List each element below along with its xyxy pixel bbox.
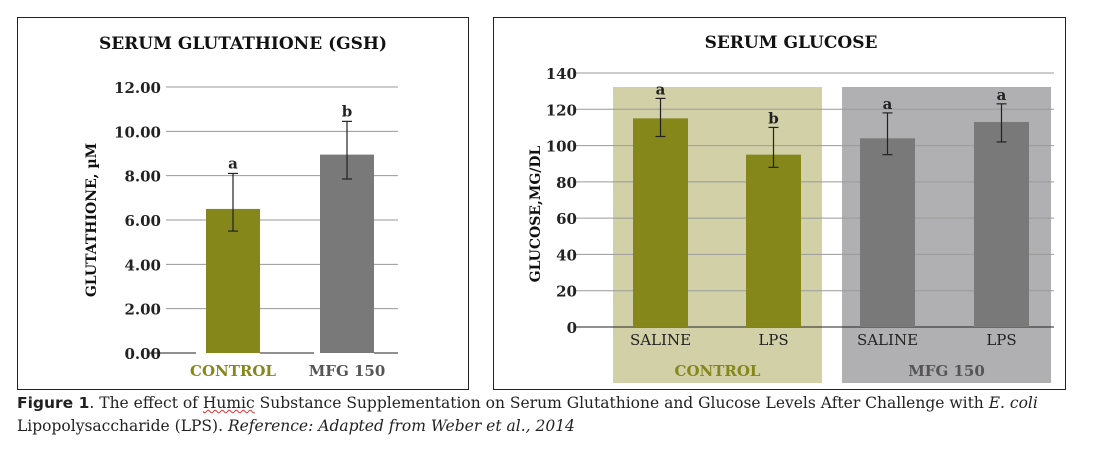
gsh-chart-panel: SERUM GLUTATHIONE (GSH) GLUTATHIONE, µM 0.… [17, 17, 469, 390]
y-tick-label: 40 [556, 246, 577, 264]
y-tick-label: 12.00 [114, 79, 161, 97]
category-label: SALINE [630, 331, 691, 349]
y-tick-label: 120 [546, 101, 577, 119]
figure-label: Figure 1 [17, 394, 90, 412]
significance-label: a [883, 95, 893, 113]
category-label: SALINE [857, 331, 918, 349]
bar [746, 154, 801, 327]
bar [633, 118, 688, 327]
category-label: LPS [758, 331, 788, 349]
bar [206, 208, 260, 353]
significance-label: a [228, 154, 238, 172]
y-axis-label: GLUTATHIONE, µM [84, 143, 100, 297]
category-label: CONTROL [190, 362, 276, 380]
y-tick-label: 140 [546, 65, 577, 83]
y-tick-label: 0.00 [124, 345, 161, 363]
caption-species: E. coli [988, 394, 1038, 412]
group-label: MFG 150 [908, 362, 985, 380]
group-label: CONTROL [675, 362, 761, 380]
y-tick-label: 80 [556, 174, 577, 192]
caption-humic-word: Humic [202, 394, 255, 412]
significance-label: b [768, 109, 779, 127]
chart-title: SERUM GLUTATHIONE (GSH) [99, 34, 387, 54]
bar [860, 138, 915, 327]
glucose-chart-panel: SERUM GLUCOSE GLUCOSE,MG/DL 0 20 40 60 80 100 12… [493, 17, 1066, 390]
significance-label: a [997, 86, 1007, 104]
y-tick-label: 4.00 [124, 256, 161, 274]
significance-label: a [656, 80, 666, 98]
caption-text-2: Substance Supplementation on Serum Gluta… [254, 394, 989, 412]
y-tick-label: 20 [556, 283, 577, 301]
y-tick-label: 8.00 [124, 168, 161, 186]
y-tick-label: 2.00 [124, 301, 161, 319]
y-tick-label: 100 [546, 138, 577, 156]
category-label: LPS [986, 331, 1016, 349]
y-tick-label: 6.00 [124, 212, 161, 230]
y-axis-label: GLUCOSE,MG/DL [528, 145, 544, 282]
bar [320, 154, 374, 353]
glucose-chart: SERUM GLUCOSE GLUCOSE,MG/DL 0 20 40 60 80 100 12… [528, 33, 1054, 383]
gsh-chart: SERUM GLUTATHIONE (GSH) GLUTATHIONE, µM 0.… [84, 34, 398, 380]
significance-label: b [342, 102, 353, 120]
y-tick-label: 0 [567, 319, 577, 337]
category-label: MFG 150 [309, 362, 386, 380]
caption-reference: Reference: Adapted from Weber et al., 20… [227, 417, 575, 435]
caption-line-2: Lipopolysaccharide (LPS). [17, 417, 228, 435]
y-tick-label: 10.00 [114, 123, 161, 141]
figure-caption: Figure 1. The effect of Humic Substance … [17, 392, 1097, 438]
chart-title: SERUM GLUCOSE [705, 33, 878, 53]
y-tick-label: 60 [556, 210, 577, 228]
caption-text-1: . The effect of [89, 394, 203, 412]
bar [974, 121, 1029, 327]
